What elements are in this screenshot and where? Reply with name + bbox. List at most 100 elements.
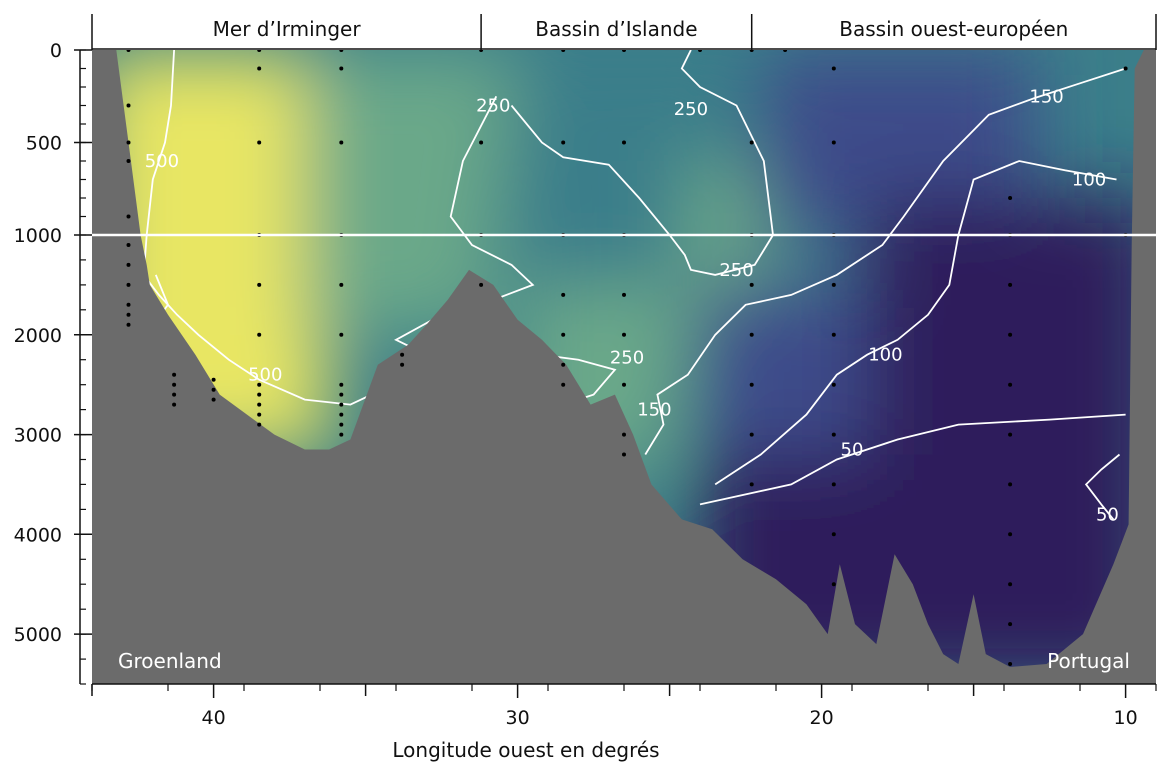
station-point xyxy=(339,140,344,145)
contour-label: 100 xyxy=(868,345,902,366)
station-point xyxy=(831,482,836,487)
station-point xyxy=(339,66,344,71)
station-point xyxy=(1123,66,1128,71)
station-point xyxy=(1008,382,1013,387)
contour-line xyxy=(644,67,1126,455)
station-point xyxy=(783,50,788,52)
y-tick-label: 3000 xyxy=(14,425,62,447)
station-point xyxy=(211,397,216,402)
contour-label: 100 xyxy=(1072,170,1106,191)
contour-label: 250 xyxy=(674,99,708,120)
station-point xyxy=(126,312,131,317)
station-point xyxy=(126,50,131,52)
station-point xyxy=(1008,282,1013,287)
station-point xyxy=(479,282,484,287)
station-point xyxy=(339,392,344,397)
station-point xyxy=(257,50,262,52)
station-point xyxy=(339,50,344,52)
station-point xyxy=(400,362,405,367)
station-point xyxy=(126,140,131,145)
station-point xyxy=(831,140,836,145)
station-point xyxy=(400,352,405,357)
station-point xyxy=(831,382,836,387)
station-point xyxy=(561,140,566,145)
station-point xyxy=(126,214,131,219)
station-point xyxy=(622,382,626,387)
contour-labels: 500 500 250 250 250 250 150 150 100 100 50 50 xyxy=(145,86,1119,525)
y-tick-label: 0 xyxy=(50,40,62,62)
contour-label: 250 xyxy=(476,96,510,117)
station-point xyxy=(126,322,131,327)
x-tick-label: 20 xyxy=(810,707,834,729)
station-point xyxy=(831,582,836,587)
station-point xyxy=(749,382,754,387)
station-point xyxy=(126,302,131,307)
station-point xyxy=(257,382,262,387)
contour-label: 500 xyxy=(248,365,282,386)
contour-line xyxy=(510,50,774,276)
contour-label: 50 xyxy=(841,440,864,461)
station-point xyxy=(126,159,131,163)
station-point xyxy=(622,292,626,297)
station-point xyxy=(126,282,131,287)
x-tick-label: 30 xyxy=(506,707,530,729)
station-point xyxy=(561,382,566,387)
station-point xyxy=(1008,482,1013,487)
contour-label: 150 xyxy=(1029,86,1063,107)
station-point xyxy=(257,332,262,337)
station-point xyxy=(698,50,702,52)
x-axis-title: Longitude ouest en degrés xyxy=(392,738,659,762)
station-point xyxy=(339,412,344,417)
station-point xyxy=(622,50,626,52)
y-axis: 0 500 1000 2000 3000 4000 5000 xyxy=(14,40,92,685)
x-tick-label: 10 xyxy=(1114,707,1138,729)
station-point xyxy=(172,382,177,387)
heatmap-region xyxy=(684,161,776,315)
station-point xyxy=(211,377,216,382)
station-point xyxy=(561,50,566,52)
station-point xyxy=(257,422,262,427)
y-tick-label: 2000 xyxy=(14,325,62,347)
station-point xyxy=(257,66,262,71)
contour-line xyxy=(1084,453,1121,520)
station-point xyxy=(126,243,131,247)
seafloor-topography xyxy=(92,50,1156,684)
contour-line xyxy=(714,160,1117,486)
station-point xyxy=(749,332,754,337)
station-point xyxy=(561,362,566,367)
station-point xyxy=(622,140,626,145)
basin-label: Bassin ouest-européen xyxy=(839,17,1068,41)
station-point xyxy=(257,140,262,145)
station-point xyxy=(831,432,836,437)
y-tick-label: 5000 xyxy=(14,624,62,646)
plot-area xyxy=(92,50,1156,684)
x-tick-label: 40 xyxy=(202,707,226,729)
station-point xyxy=(339,282,344,287)
contour-label: 500 xyxy=(145,151,179,172)
station-point xyxy=(622,332,626,337)
station-point xyxy=(831,332,836,337)
heatmap-region xyxy=(700,284,883,485)
station-point xyxy=(257,392,262,397)
station-point xyxy=(561,332,566,337)
x-axis: 40 30 20 10 xyxy=(91,683,1157,729)
station-point xyxy=(831,66,836,71)
station-point xyxy=(1008,662,1013,666)
station-point xyxy=(339,382,344,387)
station-point xyxy=(339,432,344,437)
land-label-portugal: Portugal xyxy=(1047,649,1130,673)
contour-label: 50 xyxy=(1096,504,1119,525)
contour-label: 250 xyxy=(719,260,753,281)
station-point xyxy=(339,422,344,427)
station-point xyxy=(172,372,177,377)
station-point xyxy=(622,452,626,457)
station-point xyxy=(1008,196,1013,200)
station-point xyxy=(1008,532,1013,537)
station-point xyxy=(211,387,216,392)
basin-label: Mer d’Irminger xyxy=(213,17,362,41)
station-point xyxy=(749,432,754,437)
contour-line xyxy=(699,413,1126,506)
station-point xyxy=(749,282,754,287)
station-points xyxy=(126,50,1128,666)
